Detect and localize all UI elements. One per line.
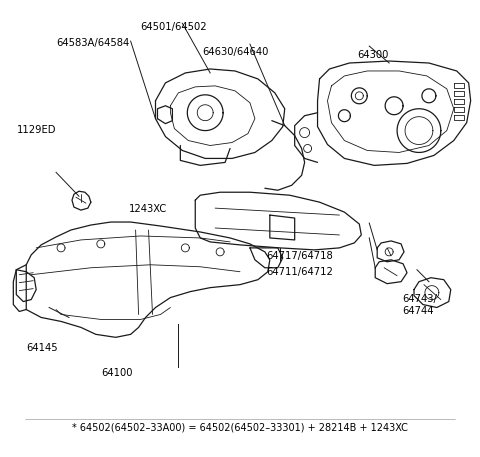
Text: 64145: 64145 (26, 343, 58, 353)
Text: 64630/64640: 64630/64640 (202, 47, 268, 57)
Text: 1243XC: 1243XC (129, 203, 168, 213)
Text: 64717/64718: 64717/64718 (266, 251, 333, 261)
Text: 64300: 64300 (357, 50, 388, 60)
Text: 64583A/64584: 64583A/64584 (56, 38, 130, 48)
Text: 64501/64502: 64501/64502 (140, 22, 206, 32)
Text: 64100: 64100 (101, 368, 132, 378)
Text: 1129ED: 1129ED (17, 125, 56, 135)
Text: 64743/
64744: 64743/ 64744 (402, 294, 437, 316)
Text: 64711/64712: 64711/64712 (266, 267, 333, 277)
Text: * 64502(64502–33A00) = 64502(64502–33301) + 28214B + 1243XC: * 64502(64502–33A00) = 64502(64502–33301… (72, 423, 408, 433)
